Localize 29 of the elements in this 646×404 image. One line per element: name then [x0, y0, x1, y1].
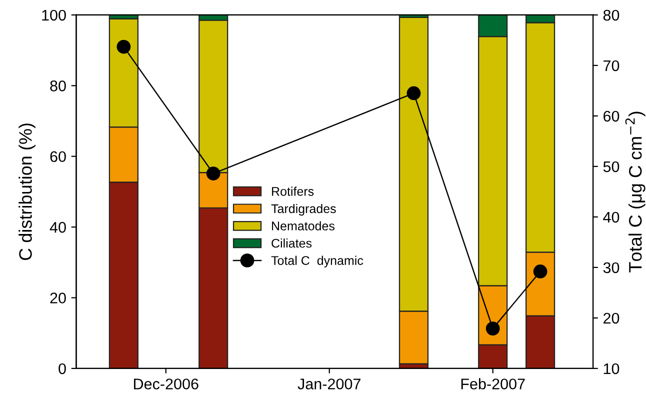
x-tick-label: Dec-2006: [134, 378, 198, 390]
y-tick-label: 20: [50, 292, 66, 304]
y-tick-label: 60: [50, 151, 66, 162]
y2-tick-label: 10: [604, 363, 620, 374]
point: [406, 86, 421, 100]
y-tick-label: 0: [58, 363, 66, 374]
y2-tick-label: 30: [603, 262, 620, 274]
y2-tick-label: 20: [604, 312, 620, 324]
y2-tick-label: 50: [603, 161, 620, 172]
legend-label: Rotifers: [272, 186, 314, 196]
point: [116, 40, 131, 54]
y-tick-label: 80: [50, 80, 66, 92]
y2-tick-label: 70: [604, 60, 620, 72]
y-axis-title: C distribution (%): [18, 124, 36, 260]
y2-axis-title: Total C (μg C cm$^{−2}$): [625, 112, 646, 272]
point: [533, 264, 548, 278]
legend-label: Nematodes: [272, 221, 334, 230]
y-tick-label: 40: [50, 222, 66, 233]
y2-tick-label: 40: [603, 212, 620, 223]
y2-tick-label: 80: [603, 10, 620, 21]
legend-label: Tardigrades: [271, 204, 336, 216]
legend-label: Total C dynamic: [271, 256, 364, 268]
y2-tick-label: 60: [604, 110, 620, 122]
x-tick-label: Jan-2007: [298, 378, 360, 390]
x-tick-label: Feb-2007: [461, 378, 525, 390]
point: [486, 322, 500, 336]
legend-label: Ciliates: [272, 238, 312, 248]
y-tick-label: 100: [42, 10, 66, 21]
point: [206, 166, 220, 180]
